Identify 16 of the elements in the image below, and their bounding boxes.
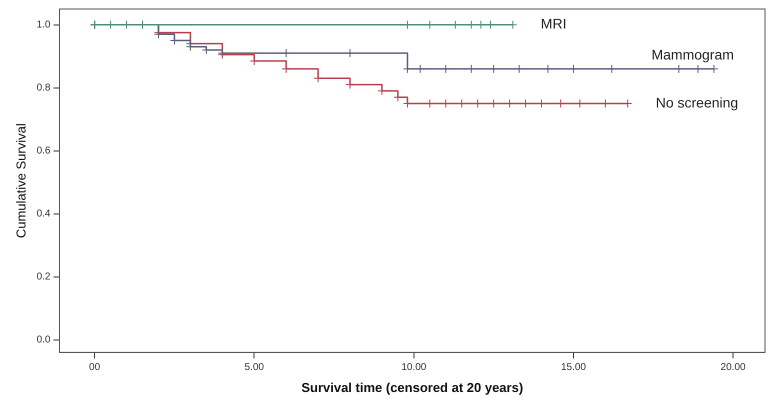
series-label: No screening	[656, 94, 738, 110]
y-tick-label: 0.8	[36, 82, 51, 94]
x-tick-label: 15.00	[560, 362, 586, 374]
y-tick-label: 0.2	[36, 272, 51, 283]
y-axis-title: Cumulative Survival	[13, 123, 28, 238]
x-tick-label: 10.00	[401, 362, 427, 374]
x-tick-label: 20.00	[720, 362, 746, 374]
y-tick-label: 0.0	[36, 334, 51, 346]
series-label: MRI	[540, 16, 566, 32]
y-tick-label: 0.4	[36, 208, 51, 220]
y-tick-label: 1.0	[36, 20, 51, 30]
x-tick-label: 00	[89, 362, 101, 374]
series-label: Mammogram	[651, 46, 734, 63]
y-tick-label: 0.6	[36, 146, 51, 157]
x-axis-title: Survival time (censored at 20 years)	[301, 380, 524, 395]
x-tick-label: 5.00	[244, 362, 264, 374]
